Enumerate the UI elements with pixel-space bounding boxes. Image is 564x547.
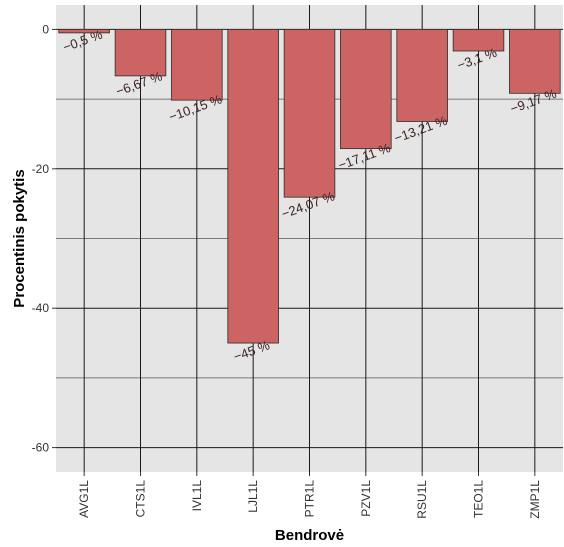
x-tick-label: LJL1L <box>246 480 260 513</box>
x-axis-title: Bendrovė <box>275 527 344 544</box>
x-tick-label: TEO1L <box>472 480 486 518</box>
bar-ivl1l <box>171 28 223 101</box>
bar-avg1l <box>58 28 110 34</box>
y-axis-title: Procentinis pokytis <box>11 169 28 307</box>
x-tick-label: CTS1L <box>134 480 148 518</box>
bar-pzv1l <box>340 28 392 150</box>
x-tick-label: IVL1L <box>190 480 204 512</box>
bar-zmp1l <box>509 28 561 94</box>
x-tick-label: PZV1L <box>359 480 373 517</box>
y-tick-label: 0 <box>42 22 49 36</box>
y-axis-ticks: 0 -20 -40 -60 <box>32 22 56 455</box>
bars-group <box>58 28 561 344</box>
y-tick-label: -60 <box>32 441 50 455</box>
bar-rsu1l <box>396 28 448 122</box>
bar-cts1l <box>114 28 167 77</box>
x-tick-label: ZMP1L <box>528 480 542 519</box>
bar-teo1l <box>452 28 505 52</box>
y-tick-label: -20 <box>32 162 50 176</box>
x-axis-ticks: AVG1L CTS1L IVL1L LJL1L PTR1L PZV1L RSU1L TEO1L… <box>77 472 542 519</box>
bar-ptr1l <box>283 28 336 198</box>
bar-ljl1l <box>227 28 279 344</box>
x-tick-label: AVG1L <box>77 480 91 518</box>
x-tick-label: RSU1L <box>415 480 429 519</box>
x-tick-label: PTR1L <box>303 480 317 518</box>
y-tick-label: -40 <box>32 301 50 315</box>
